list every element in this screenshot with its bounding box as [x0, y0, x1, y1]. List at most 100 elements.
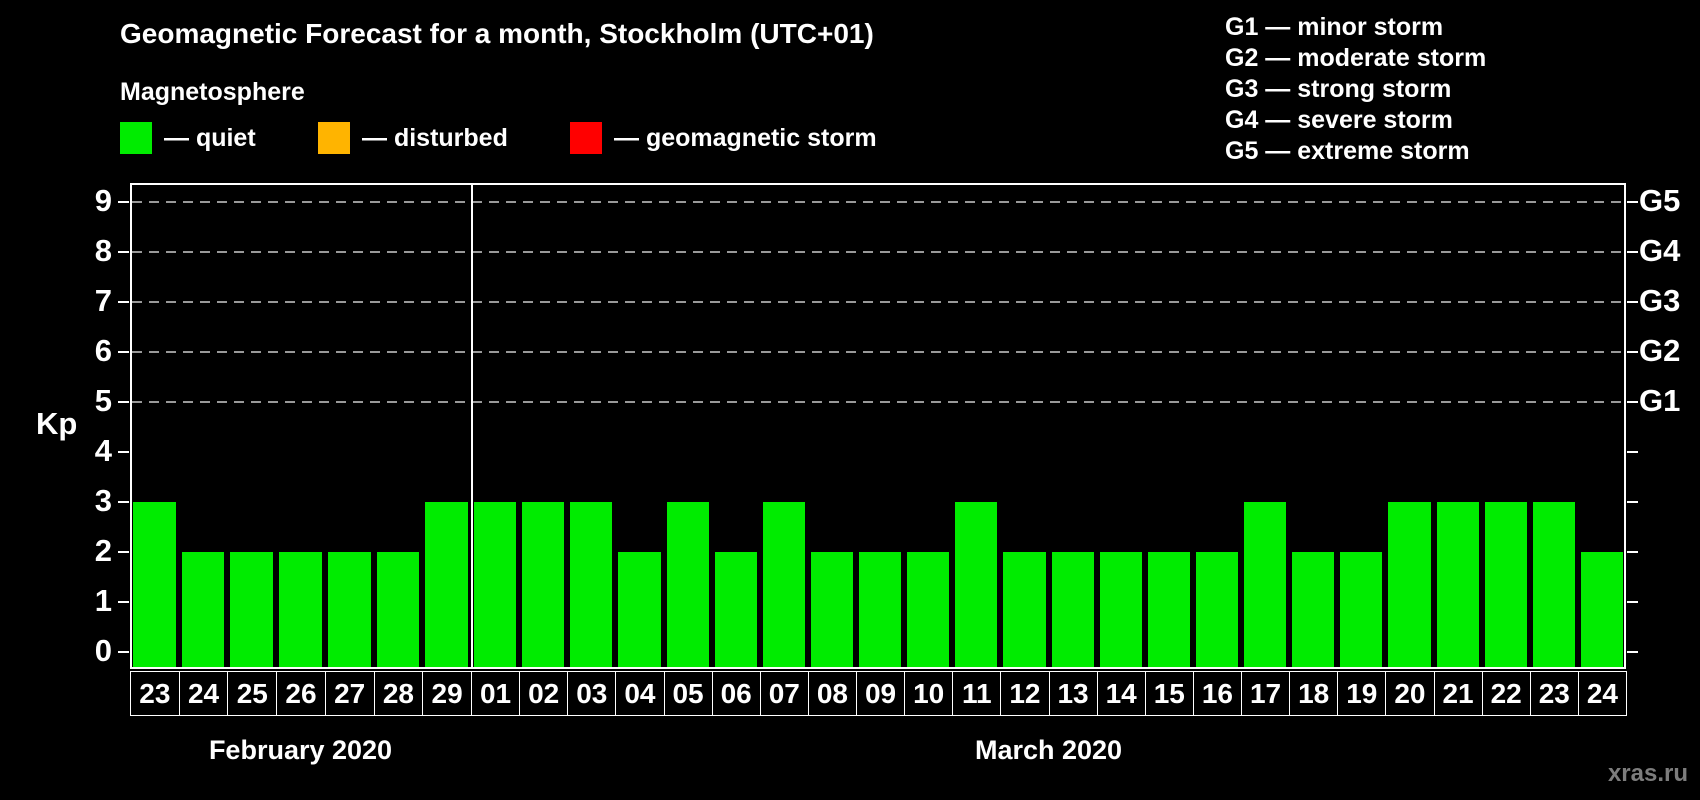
day-label-09: 09: [856, 671, 906, 716]
y-tick-label-6: 6: [94, 333, 112, 368]
g-legend-line-4: G4 — severe storm: [1225, 106, 1453, 134]
month-label-1: February 2020: [208, 735, 393, 765]
plot-area: [130, 183, 1626, 669]
day-label-12: 12: [1000, 671, 1050, 716]
bar-day-16: [1195, 552, 1238, 667]
y-tick-right-6: [1627, 351, 1638, 353]
y-tick-right-5: [1627, 401, 1638, 403]
g-scale-legend: G1 — minor storm G2 — moderate storm G3 — …: [1225, 12, 1486, 167]
y-tick-right-3: [1627, 501, 1638, 503]
day-label-22: 22: [1481, 671, 1531, 716]
day-label-15: 15: [1144, 671, 1194, 716]
bar-day-13: [1051, 552, 1094, 667]
y-tick-label-9: 9: [94, 183, 112, 218]
day-label-05: 05: [663, 671, 713, 716]
month-separator: [471, 185, 473, 667]
quiet-swatch: [120, 122, 152, 154]
bar-day-28: [376, 552, 420, 667]
y-tick-label-8: 8: [94, 233, 112, 268]
bar-day-02: [522, 502, 565, 667]
y-tick-right-9: [1627, 201, 1638, 203]
bar-day-19: [1340, 552, 1383, 667]
month-label-2: March 2020: [974, 735, 1123, 765]
g-level-label-G5: G5: [1639, 183, 1681, 218]
y-tick-left-1: [118, 601, 129, 603]
legend-item-geomagnetic-storm: — geomagnetic storm: [570, 121, 877, 155]
g-level-label-G2: G2: [1639, 333, 1681, 368]
bar-day-21: [1436, 502, 1479, 667]
day-label-04: 04: [615, 671, 665, 716]
day-label-07: 07: [759, 671, 809, 716]
y-tick-right-2: [1627, 551, 1638, 553]
y-tick-label-0: 0: [94, 633, 112, 668]
day-label-20: 20: [1385, 671, 1435, 716]
y-tick-right-0: [1627, 651, 1638, 653]
day-label-28: 28: [373, 671, 424, 716]
y-tick-left-9: [118, 201, 129, 203]
watermark: xras.ru: [1607, 760, 1688, 787]
bar-day-11: [955, 502, 998, 667]
y-tick-label-3: 3: [94, 483, 112, 518]
gridline-kp8: [132, 251, 1624, 253]
day-label-18: 18: [1289, 671, 1339, 716]
bar-day-26: [279, 552, 322, 667]
g-legend-line-5: G5 — extreme storm: [1225, 137, 1470, 165]
page-title: Geomagnetic Forecast for a month, Stockh…: [120, 18, 874, 49]
bar-day-03: [570, 502, 613, 667]
day-label-21: 21: [1433, 671, 1483, 716]
day-label-26: 26: [276, 671, 326, 716]
legend-label-quiet: — quiet: [164, 123, 256, 152]
g-legend-line-1: G1 — minor storm: [1225, 13, 1444, 41]
chart-subtitle: Magnetosphere: [120, 78, 305, 106]
bar-day-27: [327, 552, 371, 667]
legend-label-geomagnetic-storm: — geomagnetic storm: [614, 123, 877, 152]
day-label-11: 11: [952, 671, 1002, 716]
y-tick-right-1: [1627, 601, 1638, 603]
day-label-10: 10: [904, 671, 954, 716]
bar-day-18: [1292, 552, 1335, 667]
bar-day-23: [1532, 502, 1575, 667]
day-label-02: 02: [519, 671, 569, 716]
day-label-24: 24: [178, 671, 229, 716]
day-label-03: 03: [567, 671, 617, 716]
day-label-16: 16: [1192, 671, 1242, 716]
y-tick-label-2: 2: [94, 533, 112, 568]
y-tick-right-4: [1627, 451, 1638, 453]
legend-item-quiet: — quiet: [120, 121, 256, 155]
day-label-06: 06: [711, 671, 761, 716]
bar-day-09: [859, 552, 902, 667]
gridline-kp6: [132, 351, 1624, 353]
day-label-01: 01: [471, 671, 521, 716]
bar-day-15: [1147, 552, 1190, 667]
day-label-27: 27: [324, 671, 375, 716]
day-label-08: 08: [807, 671, 857, 716]
y-tick-left-3: [118, 501, 129, 503]
y-tick-label-4: 4: [94, 433, 112, 468]
g-legend-line-2: G2 — moderate storm: [1225, 44, 1487, 72]
y-tick-left-5: [118, 401, 129, 403]
y-tick-label-7: 7: [94, 283, 112, 318]
bar-day-24: [1580, 552, 1623, 667]
y-tick-label-1: 1: [94, 583, 112, 618]
y-tick-left-6: [118, 351, 129, 353]
day-label-13: 13: [1048, 671, 1098, 716]
day-label-24: 24: [1577, 671, 1627, 716]
day-label-29: 29: [422, 671, 472, 716]
y-tick-left-4: [118, 451, 129, 453]
g-legend-line-3: G3 — strong storm: [1225, 75, 1452, 103]
bar-day-08: [810, 552, 853, 667]
y-axis-title: Kp: [36, 406, 78, 441]
bar-day-29: [425, 502, 468, 667]
geomagnetic-storm-swatch: [570, 122, 602, 154]
bar-day-14: [1099, 552, 1142, 667]
day-label-25: 25: [227, 671, 278, 716]
g-level-label-G4: G4: [1639, 233, 1681, 268]
day-label-14: 14: [1096, 671, 1146, 716]
bar-day-23: [133, 502, 176, 667]
bar-day-17: [1244, 502, 1287, 667]
g-level-label-G3: G3: [1639, 283, 1681, 318]
gridline-kp9: [132, 201, 1624, 203]
day-label-19: 19: [1337, 671, 1387, 716]
y-tick-left-7: [118, 301, 129, 303]
